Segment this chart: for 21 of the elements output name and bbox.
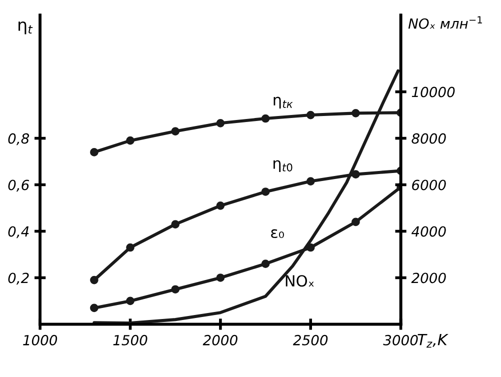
x-tick-label: 1500 (113, 334, 148, 346)
y2-tick-label: 6000 (412, 180, 446, 190)
y-tick-label: 0,6 (8, 180, 30, 192)
x-axis-title: T$_{z}$,K (418, 334, 448, 348)
y2-tick-label: 8000 (412, 133, 446, 144)
y-axis-title: η$_{t}$ (18, 21, 33, 34)
series-label: η$_{t0}$ (274, 160, 292, 172)
x-tick-label: 2500 (293, 334, 328, 346)
y-tick-label: 0,8 (8, 133, 30, 146)
y-tick-label: 0,4 (8, 226, 29, 238)
y2-axis-title: NOₓ млн$^{−1}$ (408, 16, 482, 29)
x-tick-label: 1000 (23, 334, 58, 346)
series-label: η$_{tк}$ (274, 96, 293, 108)
y2-tick-label: 4000 (411, 226, 446, 237)
series-label: NOₓ (286, 275, 314, 287)
y2-tick-label: 10000 (412, 86, 455, 98)
y2-tick-label: 2000 (411, 272, 446, 284)
series-label: ε₀ (271, 229, 284, 238)
y-tick-label: 0,2 (8, 272, 29, 285)
x-tick-label: 3000 (383, 334, 418, 346)
x-tick-label: 2000 (202, 334, 238, 346)
